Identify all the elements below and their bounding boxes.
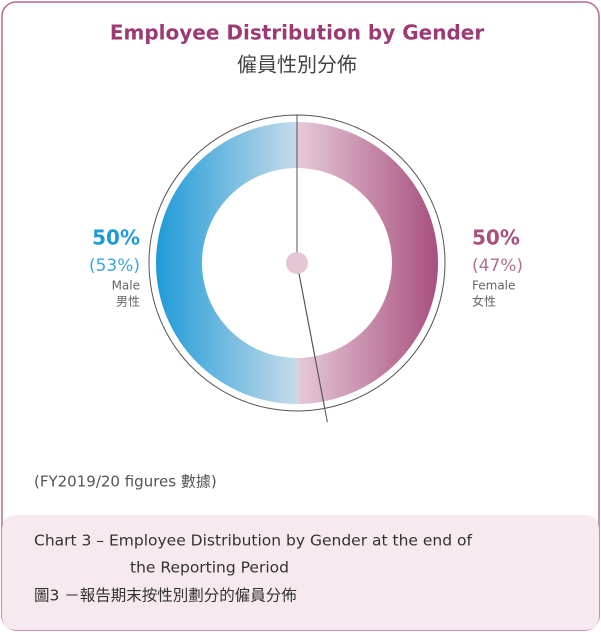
caption-line: 圖3 －報告期末按性別劃分的僱員分佈 bbox=[34, 587, 297, 605]
chart-title: Employee Distribution by Gender bbox=[110, 21, 485, 45]
caption-line: the Reporting Period bbox=[130, 559, 289, 577]
value-label: 50% bbox=[472, 226, 520, 250]
caption-box bbox=[2, 515, 599, 630]
donut-segment bbox=[156, 122, 297, 404]
caption-line: Chart 3 – Employee Distribution by Gende… bbox=[34, 532, 472, 550]
category-label-zh: 男性 bbox=[116, 295, 140, 309]
chart-subtitle: 僱員性別分佈 bbox=[237, 53, 357, 77]
category-label: Female bbox=[472, 279, 515, 293]
previous-value-label: (53%) bbox=[89, 256, 140, 276]
value-label: 50% bbox=[92, 226, 140, 250]
footnote: (FY2019/20 figures 數據) bbox=[34, 473, 217, 491]
previous-year-sector bbox=[296, 114, 446, 423]
category-label: Male bbox=[112, 279, 140, 293]
previous-value-label: (47%) bbox=[472, 256, 523, 276]
previous-year-sector bbox=[148, 114, 326, 412]
category-label-zh: 女性 bbox=[472, 294, 496, 309]
center-dot bbox=[286, 252, 308, 274]
donut-segment bbox=[297, 122, 438, 404]
